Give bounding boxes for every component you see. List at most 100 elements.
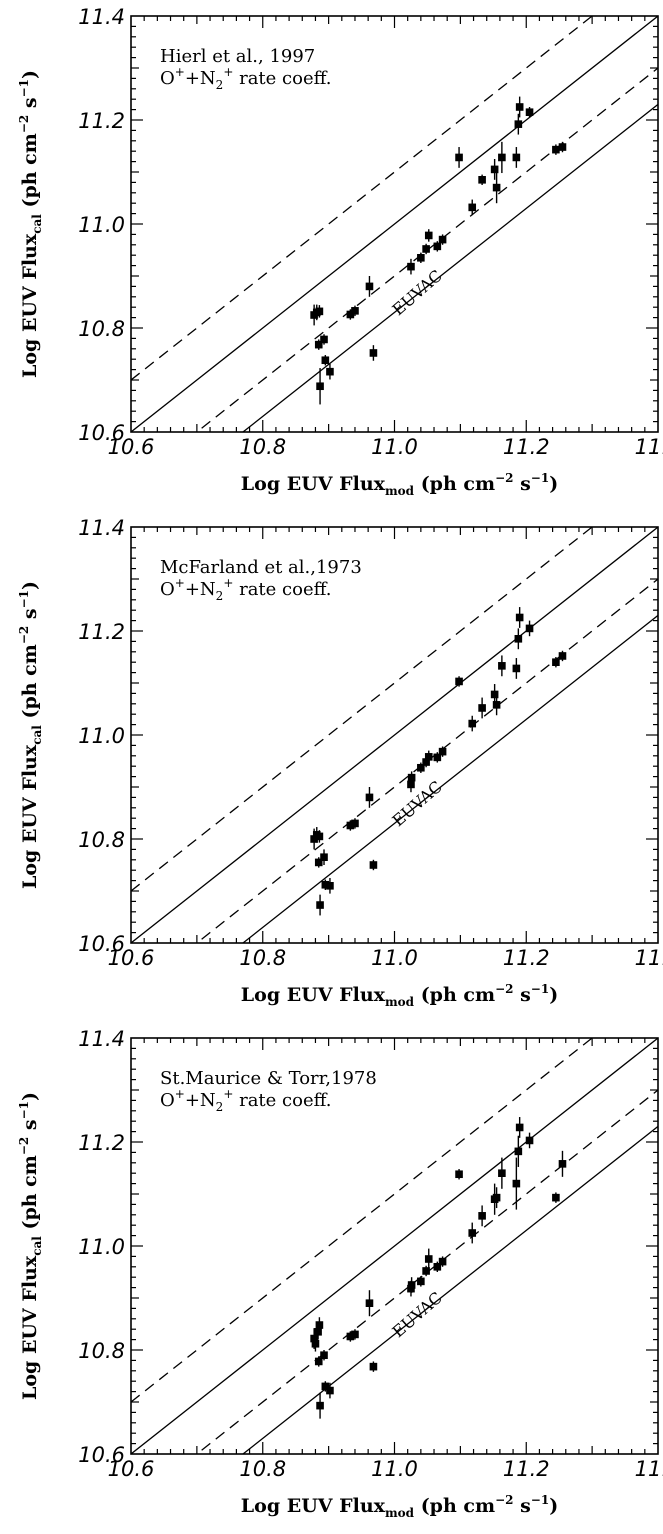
y-tick-label: 11.4 bbox=[78, 1027, 125, 1051]
y-axis-title: Log EUV Fluxcal (ph cm−2 s−1) bbox=[17, 1092, 44, 1400]
x-tick-label: 11.0 bbox=[371, 946, 418, 970]
y-tick-label: 10.8 bbox=[78, 828, 125, 852]
y-tick-label: 11.4 bbox=[78, 516, 125, 540]
data-point bbox=[512, 153, 521, 162]
data-point bbox=[492, 1193, 501, 1202]
annotation-reference: St.Maurice & Torr,1978 bbox=[160, 1068, 377, 1089]
data-point bbox=[492, 701, 501, 709]
data-point bbox=[369, 349, 378, 357]
data-point bbox=[315, 832, 324, 841]
data-point bbox=[310, 1334, 318, 1343]
x-tick-label: 11.2 bbox=[503, 1457, 550, 1481]
y-axis-title-sup-a: −2 bbox=[17, 626, 31, 644]
y-axis-title-units-c: ) bbox=[19, 1092, 41, 1101]
reaction-o: O bbox=[160, 1090, 175, 1111]
annotation-reaction: O++N2+ rate coeff. bbox=[160, 576, 331, 603]
data-point bbox=[525, 1136, 534, 1145]
reaction-n: +N bbox=[185, 1090, 216, 1111]
data-point bbox=[417, 1277, 425, 1286]
y-axis-title-subscript: cal bbox=[30, 214, 44, 234]
y-axis-title-units-c: ) bbox=[19, 581, 41, 590]
x-tick-label: 11.2 bbox=[503, 435, 550, 459]
data-point bbox=[512, 664, 521, 673]
annotation-reaction: O++N2+ rate coeff. bbox=[160, 65, 331, 92]
y-tick-label: 11.2 bbox=[78, 620, 125, 644]
x-axis-title-subscript: mod bbox=[385, 484, 415, 498]
reference-line-1 bbox=[131, 16, 594, 381]
y-axis-title-units-a: (ph cm bbox=[19, 1155, 41, 1236]
x-axis-title-main: Log EUV Flux bbox=[241, 984, 386, 1006]
data-point bbox=[515, 1123, 524, 1132]
reference-line-2 bbox=[131, 1038, 658, 1454]
y-axis-title-units-b: s bbox=[19, 1119, 41, 1136]
reaction-n-sub: 2 bbox=[216, 78, 224, 92]
x-axis-title-main: Log EUV Flux bbox=[241, 1495, 386, 1517]
x-axis-title-main: Log EUV Flux bbox=[241, 473, 386, 495]
data-point bbox=[369, 861, 378, 869]
x-axis-title-units-a: (ph cm bbox=[414, 984, 495, 1006]
data-point bbox=[314, 1328, 322, 1336]
x-axis-title-subscript: mod bbox=[385, 1506, 415, 1520]
x-axis-title-sup-b: −1 bbox=[531, 982, 549, 996]
y-tick-label: 10.6 bbox=[78, 421, 125, 445]
reference-line-1 bbox=[131, 1038, 594, 1403]
reference-line-3 bbox=[195, 578, 658, 943]
data-point bbox=[514, 120, 523, 128]
x-tick-label: 11.0 bbox=[371, 435, 418, 459]
y-axis-title-sup-a: −2 bbox=[17, 115, 31, 133]
data-point bbox=[525, 624, 534, 633]
data-point bbox=[315, 307, 324, 316]
chart-svg-1: 10.6 10.8 11.0 11.2 11.4 10.6 10.8 11.0 11.2 11.4… bbox=[17, 5, 663, 498]
data-point bbox=[321, 356, 330, 365]
chart-svg-3: 10.6 10.8 11.0 11.2 11.4 10.6 10.8 11.0 11.2 11.4… bbox=[17, 1027, 663, 1520]
data-point bbox=[310, 835, 318, 843]
y-axis-title-sup-a: −2 bbox=[17, 1137, 31, 1155]
data-point bbox=[365, 793, 374, 802]
data-point bbox=[433, 753, 442, 762]
data-point bbox=[558, 1160, 567, 1168]
chart-panel-1: 10.6 10.8 11.0 11.2 11.4 10.6 10.8 11.0 11.2 11.4… bbox=[0, 0, 663, 511]
x-axis-title-units-c: ) bbox=[549, 984, 558, 1006]
x-tick-label: 10.8 bbox=[239, 1457, 286, 1481]
reference-line-3 bbox=[195, 67, 658, 432]
x-axis-title-sup-a: −2 bbox=[495, 1493, 513, 1507]
data-point bbox=[407, 780, 415, 789]
data-point bbox=[455, 677, 463, 686]
x-tick-label: 10.6 bbox=[108, 1457, 155, 1481]
data-point bbox=[316, 382, 324, 391]
data-point bbox=[320, 1351, 328, 1359]
reaction-n-plus: + bbox=[223, 65, 233, 79]
y-axis-title-units-b: s bbox=[19, 97, 41, 114]
data-point bbox=[424, 1255, 433, 1263]
data-point bbox=[492, 183, 501, 192]
y-axis-title: Log EUV Fluxcal (ph cm−2 s−1) bbox=[17, 70, 44, 378]
reaction-rest: rate coeff. bbox=[233, 1090, 331, 1111]
data-point bbox=[468, 1229, 477, 1237]
reaction-n-plus: + bbox=[223, 576, 233, 590]
y-tick-label: 10.8 bbox=[78, 317, 125, 341]
x-axis-title: Log EUV Fluxmod (ph cm−2 s−1) bbox=[241, 982, 558, 1009]
data-point bbox=[321, 1382, 330, 1391]
data-point bbox=[438, 1257, 447, 1266]
data-point bbox=[490, 690, 499, 699]
data-point bbox=[422, 245, 430, 253]
reaction-o: O bbox=[160, 579, 175, 600]
data-point bbox=[468, 203, 477, 212]
data-point bbox=[512, 1179, 521, 1188]
y-axis-title-main: Log EUV Flux bbox=[19, 233, 41, 378]
reaction-o-plus: + bbox=[175, 1087, 185, 1101]
data-point bbox=[351, 1330, 359, 1339]
data-point bbox=[326, 882, 334, 890]
x-axis-title-units-b: s bbox=[513, 473, 530, 495]
x-axis-title: Log EUV Fluxmod (ph cm−2 s−1) bbox=[241, 471, 558, 498]
data-point bbox=[552, 658, 560, 666]
x-tick-label: 10.6 bbox=[108, 435, 155, 459]
x-tick-label: 10.6 bbox=[108, 946, 155, 970]
x-axis-title-units-a: (ph cm bbox=[414, 1495, 495, 1517]
x-axis-title-sup-a: −2 bbox=[495, 982, 513, 996]
data-point bbox=[365, 1299, 374, 1307]
data-point bbox=[515, 613, 524, 622]
data-point bbox=[346, 310, 355, 319]
reaction-n-sub: 2 bbox=[216, 589, 224, 603]
x-axis-title-sup-b: −1 bbox=[531, 471, 549, 485]
